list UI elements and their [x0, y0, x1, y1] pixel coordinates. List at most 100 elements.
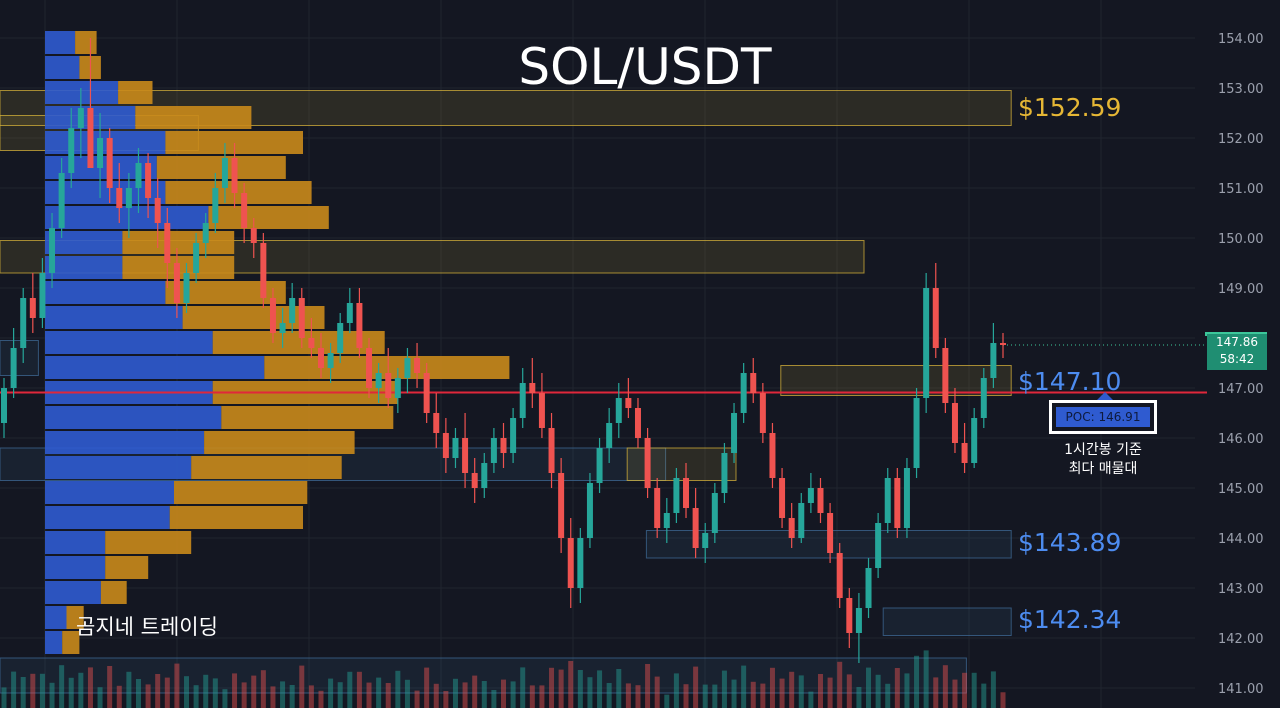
candle-body: [731, 413, 738, 453]
volume-profile-buy-bar: [45, 556, 106, 579]
candle-body: [250, 228, 257, 243]
volume-profile-sell-bar: [105, 556, 149, 579]
y-tick-label: 142.00: [1218, 632, 1264, 647]
candle-body: [798, 503, 805, 538]
candle-body: [932, 288, 939, 348]
poc-note: 1시간봉 기준 최다 매물대: [1040, 441, 1166, 479]
volume-bar: [760, 683, 766, 708]
volume-bar: [769, 667, 775, 708]
volume-bar: [539, 685, 545, 708]
volume-profile-buy-bar: [45, 631, 63, 654]
candle-body: [77, 108, 84, 128]
volume-bar: [558, 669, 564, 708]
candle-body: [740, 373, 747, 413]
candle-body: [106, 138, 113, 188]
volume-bar: [68, 677, 74, 708]
volume-bar: [942, 665, 948, 708]
candle-body: [68, 128, 75, 173]
volume-profile-buy-bar: [45, 81, 119, 104]
volume-bar: [616, 669, 622, 708]
volume-profile-sell-bar: [156, 156, 286, 179]
chart-title: SOL/USDT: [518, 38, 772, 96]
volume-bar: [702, 684, 708, 708]
candle-body: [846, 598, 853, 633]
volume-bar: [798, 675, 804, 708]
y-tick-label: 154.00: [1218, 32, 1264, 47]
candle-body: [414, 358, 421, 373]
candle-body: [683, 478, 690, 508]
volume-bar: [971, 672, 977, 708]
volume-profile-sell-bar: [122, 231, 235, 254]
volume-profile-buy-bar: [45, 56, 80, 79]
candle-body: [625, 398, 632, 408]
volume-profile-buy-bar: [45, 431, 205, 454]
candle-body: [173, 263, 180, 303]
candle-body: [385, 373, 392, 398]
volume-profile-buy-bar: [45, 231, 123, 254]
y-tick-label: 146.00: [1218, 432, 1264, 447]
candle-body: [10, 348, 17, 388]
candle-body: [903, 468, 910, 528]
y-tick-label: 152.00: [1218, 132, 1264, 147]
volume-bar: [222, 689, 228, 708]
candle-body: [241, 193, 248, 228]
zone-box: [780, 365, 1012, 396]
candle-body: [20, 298, 27, 348]
candle-body: [500, 438, 507, 453]
poc-callout: POC: 146.91: [1049, 400, 1157, 434]
level-label-142-34: $142.34: [1018, 605, 1122, 634]
candle-body: [510, 418, 517, 453]
volume-bar: [39, 673, 45, 708]
volume-bar: [87, 667, 93, 708]
volume-profile-sell-bar: [118, 81, 153, 104]
volume-profile-buy-bar: [45, 506, 170, 529]
candle-body: [116, 188, 123, 208]
candle-body: [951, 403, 958, 443]
candle-body: [875, 523, 882, 568]
volume-bar: [750, 681, 756, 708]
volume-bar: [914, 655, 920, 708]
volume-bar: [97, 687, 103, 708]
candle-body: [913, 398, 920, 468]
volume-bar: [664, 694, 670, 708]
volume-bar: [481, 681, 487, 708]
candle-body: [375, 373, 382, 388]
volume-profile-sell-bar: [62, 631, 80, 654]
zone-box: [626, 447, 737, 481]
volume-profile-sell-bar: [165, 131, 303, 154]
volume-profile-buy-bar: [45, 256, 123, 279]
volume-profile-buy-bar: [45, 331, 213, 354]
candle-body: [711, 493, 718, 533]
volume-bar: [923, 650, 929, 708]
volume-bar: [107, 666, 113, 708]
candle-body: [538, 393, 545, 428]
candle-body: [49, 228, 56, 273]
candle-body: [145, 163, 152, 198]
volume-profile-sell-bar: [66, 606, 84, 629]
candle-body: [202, 223, 209, 243]
volume-bar: [395, 670, 401, 708]
volume-bar: [174, 663, 180, 708]
candle-body: [980, 378, 987, 418]
candle-body: [990, 343, 997, 378]
volume-bar: [779, 678, 785, 708]
candle-body: [519, 383, 526, 418]
candle-body: [654, 488, 661, 528]
candle-body: [884, 478, 891, 523]
volume-bar: [184, 676, 190, 708]
poc-note-line1: 1시간봉 기준: [1064, 442, 1142, 458]
volume-profile-buy-bar: [45, 356, 265, 379]
zone-box: [0, 340, 39, 376]
candle-body: [289, 298, 296, 323]
volume-bar: [116, 685, 122, 708]
volume-bar: [520, 667, 526, 708]
candle-body: [356, 303, 363, 348]
volume-profile-buy-bar: [45, 606, 67, 629]
candle-body: [29, 298, 36, 318]
candle-body: [702, 533, 709, 548]
volume-bar: [193, 685, 199, 708]
candle-body: [135, 163, 142, 188]
volume-profile-sell-bar: [105, 531, 192, 554]
candle-body: [673, 478, 680, 513]
